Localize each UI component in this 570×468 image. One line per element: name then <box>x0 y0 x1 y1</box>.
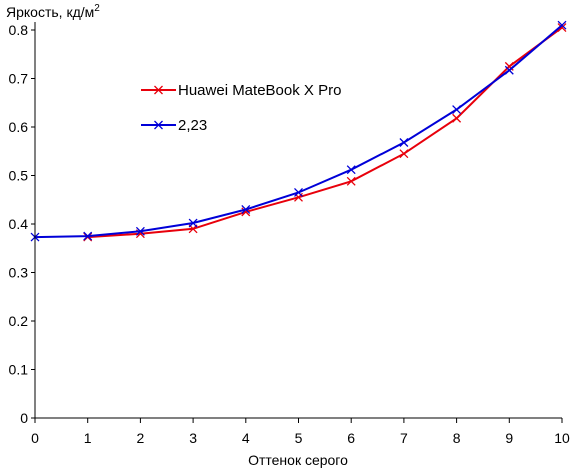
x-tick-label: 6 <box>347 430 355 446</box>
series-line <box>34 24 563 239</box>
y-tick-label: 0 <box>20 410 28 426</box>
data-point-marker <box>557 20 567 30</box>
y-tick-label: 0.1 <box>9 362 29 378</box>
x-tick-label: 10 <box>554 430 570 446</box>
legend-label: 2,23 <box>178 117 207 134</box>
y-tick-label: 0.4 <box>9 216 29 232</box>
x-tick-label: 2 <box>137 430 145 446</box>
y-tick-label: 0.5 <box>9 168 29 184</box>
legend-item-1: Huawei MateBook X Pro <box>141 82 341 99</box>
x-tick-label: 3 <box>189 430 197 446</box>
data-point-marker <box>241 204 251 214</box>
legend: Huawei MateBook X Pro 2,23 <box>141 82 341 134</box>
x-axis-label: Оттенок серого <box>248 452 348 468</box>
x-tick-label: 0 <box>31 430 39 446</box>
series-1 <box>83 23 567 242</box>
x-tick-label: 1 <box>84 430 92 446</box>
x-tick-label: 5 <box>295 430 303 446</box>
x-tick-label: 4 <box>242 430 250 446</box>
y-tick-label: 0.8 <box>9 22 29 38</box>
series-2 <box>30 20 567 242</box>
y-axis-label: Яркость, кд/м2 <box>6 3 100 20</box>
data-point-marker <box>452 105 462 114</box>
y-tick-label: 0.7 <box>9 71 29 87</box>
legend-label: Huawei MateBook X Pro <box>178 82 341 99</box>
data-point-marker <box>83 231 93 241</box>
x-tick-label: 9 <box>505 430 513 446</box>
data-point-marker <box>188 218 198 228</box>
data-point-marker <box>135 226 145 236</box>
y-axis-ticks: 0 0.1 0.2 0.3 0.4 0.5 0.6 0.7 0.8 <box>9 22 35 426</box>
y-tick-label: 0.2 <box>9 313 29 329</box>
y-tick-label: 0.3 <box>9 265 29 281</box>
legend-marker <box>154 85 163 95</box>
legend-item-2: 2,23 <box>141 117 207 134</box>
y-tick-label: 0.6 <box>9 119 29 135</box>
data-point-marker <box>346 165 356 175</box>
data-point-marker <box>399 149 409 159</box>
x-axis-ticks: 0 1 2 3 4 5 6 7 8 9 10 <box>31 418 570 446</box>
data-point-marker <box>504 65 514 75</box>
series-layer <box>30 20 567 242</box>
data-point-marker <box>452 113 462 123</box>
data-point-marker <box>399 138 409 147</box>
x-tick-label: 8 <box>453 430 461 446</box>
data-point-marker <box>557 23 567 33</box>
series-line <box>87 26 563 239</box>
data-point-marker <box>346 176 356 186</box>
data-point-marker <box>294 188 303 197</box>
axes <box>34 22 562 419</box>
x-tick-label: 7 <box>400 430 408 446</box>
legend-marker <box>154 120 163 130</box>
